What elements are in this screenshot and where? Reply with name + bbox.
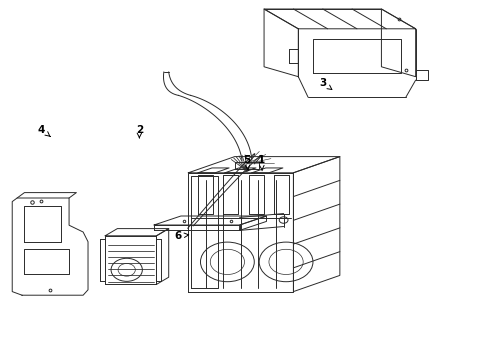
Text: 2: 2 [136, 125, 142, 138]
Text: 6: 6 [175, 231, 188, 241]
Text: 5: 5 [243, 155, 250, 171]
Text: 3: 3 [319, 78, 331, 90]
Text: 1: 1 [258, 155, 264, 171]
Text: 4: 4 [38, 125, 50, 136]
